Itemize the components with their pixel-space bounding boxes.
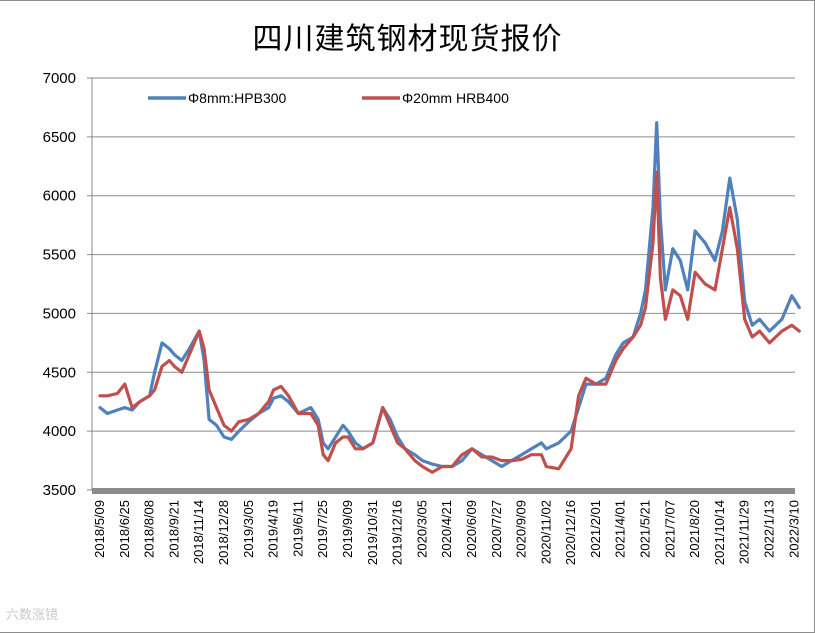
x-tick-label: 2020/12/16: [563, 500, 578, 565]
x-tick-label: 2019/3/05: [241, 500, 256, 558]
series-lines: [98, 121, 801, 474]
x-tick-label: 2019/6/11: [290, 500, 305, 557]
x-tick-label: 2021/8/20: [687, 500, 702, 558]
x-tick-label: 2018/5/09: [92, 500, 107, 558]
x-tick-label: 2018/8/08: [142, 500, 157, 558]
y-tick-label: 5000: [43, 305, 76, 322]
y-tick-label: 7000: [43, 70, 76, 87]
x-tick-label: 2019/9/09: [340, 500, 355, 558]
y-tick-label: 5500: [43, 247, 76, 264]
legend-label-2: Φ20mm HRB400: [402, 90, 509, 106]
y-axis: 3500 4000 4500 5000 5500 6000 6500 7000: [43, 70, 93, 499]
legend: Φ8mm:HPB300 Φ20mm HRB400: [148, 90, 509, 106]
y-tick-label: 4500: [43, 364, 76, 381]
x-tick-label: 2020/9/09: [514, 500, 529, 558]
x-tick-label: 2021/10/14: [712, 500, 727, 565]
watermark-logo: 六数涨镜: [6, 608, 59, 623]
x-tick-label: 2021/4/01: [613, 500, 628, 558]
x-tick-label: 2022/1/13: [762, 500, 777, 558]
x-tick-label: 2021/5/21: [638, 500, 653, 558]
x-tick-label: 2020/3/05: [414, 500, 429, 558]
x-tick-label: 2020/11/02: [538, 500, 553, 564]
x-tick-label: 2021/7/07: [662, 500, 677, 558]
x-tick-label: 2018/11/14: [191, 500, 206, 564]
x-tick-label: 2020/6/09: [464, 500, 479, 558]
x-tick-label: 2019/10/31: [365, 500, 380, 565]
x-tick-label: 2022/3/10: [786, 500, 801, 558]
x-axis-band: [92, 488, 795, 494]
x-tick-label: 2019/7/25: [315, 500, 330, 558]
x-tick-label: 2019/4/19: [266, 500, 281, 558]
x-tick-label: 2021/2/01: [588, 500, 603, 558]
x-tick-label: 2020/4/21: [439, 500, 454, 558]
x-tick-label: 2018/9/21: [166, 500, 181, 558]
y-tick-label: 4000: [43, 423, 76, 440]
x-tick-label: 2020/7/27: [489, 500, 504, 558]
y-tick-label: 6000: [43, 188, 76, 205]
x-tick-label: 2019/12/16: [390, 500, 405, 565]
chart-title: 四川建筑钢材现货报价: [252, 22, 563, 57]
x-tick-label: 2018/12/28: [216, 500, 231, 565]
y-tick-label: 3500: [43, 482, 76, 499]
x-axis: 2018/5/09 2018/6/25 2018/8/08 2018/9/21 2018…: [92, 488, 801, 565]
x-tick-label: 2021/11/29: [737, 500, 752, 564]
x-tick-label: 2018/6/25: [117, 500, 132, 558]
gridlines: [92, 77, 795, 432]
y-tick-label: 6500: [43, 129, 76, 146]
legend-label-1: Φ8mm:HPB300: [188, 90, 287, 106]
series-line-2: [98, 170, 801, 474]
series-line-1: [98, 121, 801, 469]
